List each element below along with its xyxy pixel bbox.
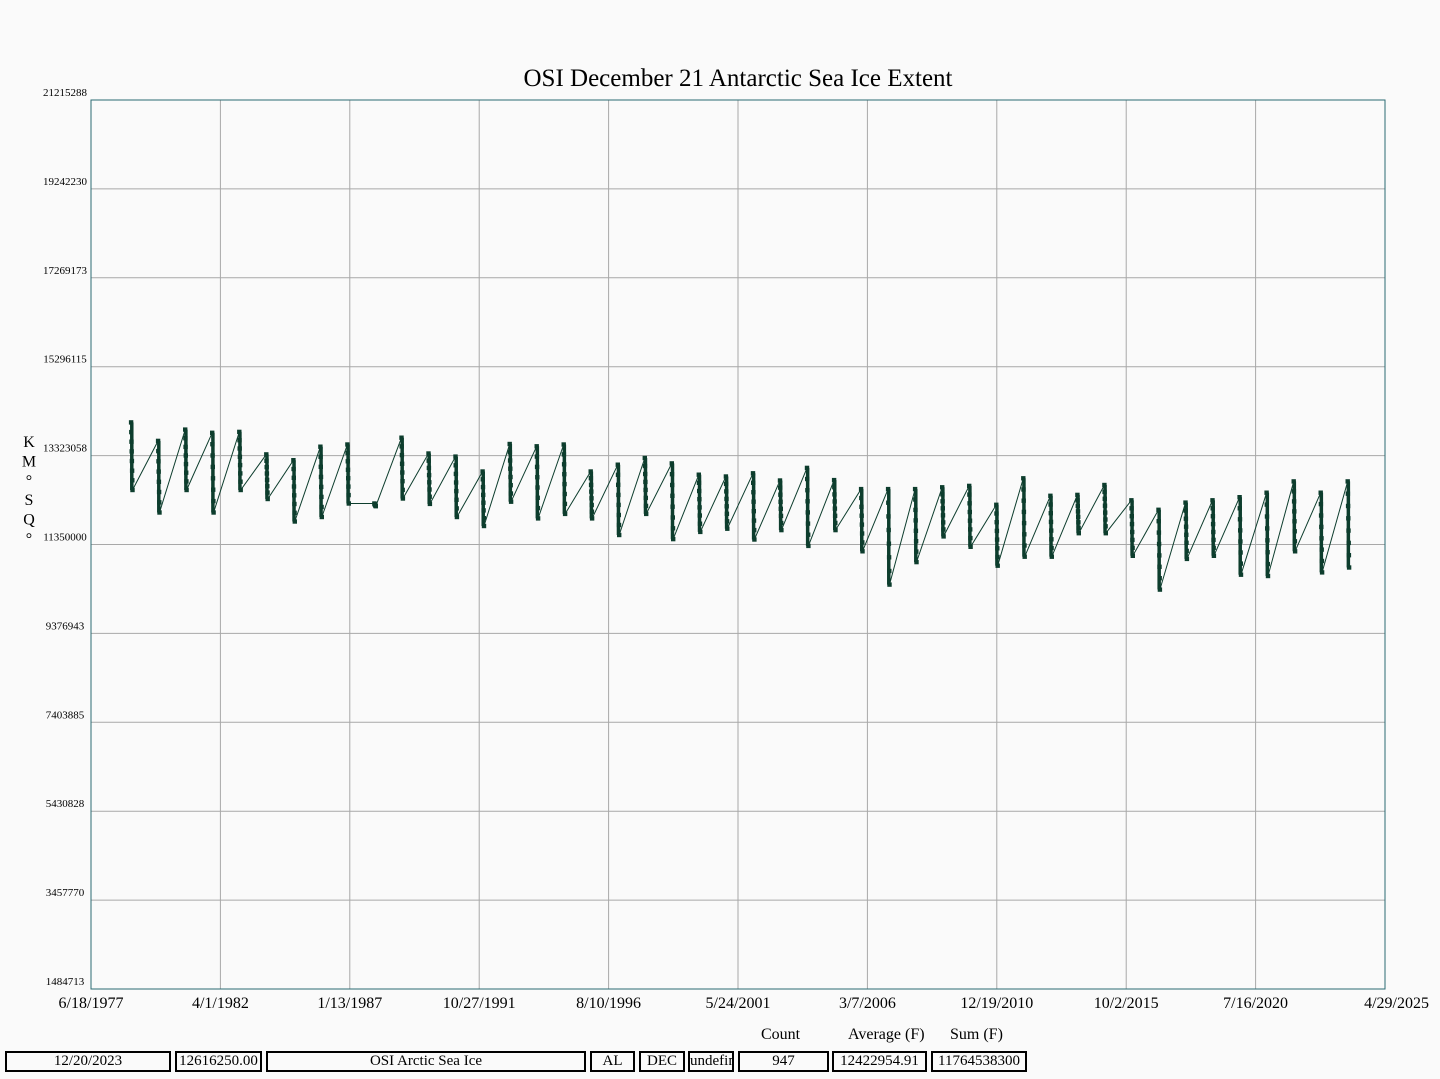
series-line <box>130 422 1350 590</box>
data-point <box>804 465 810 471</box>
data-point <box>671 536 676 542</box>
data-point <box>508 499 514 504</box>
data-point <box>507 441 512 447</box>
data-series <box>128 420 1352 592</box>
data-point <box>589 516 595 521</box>
data-point <box>833 527 838 533</box>
data-point <box>779 527 784 533</box>
data-point <box>346 501 351 506</box>
data-point <box>1210 498 1215 503</box>
data-point <box>941 534 946 539</box>
y-axis-label-char: ° <box>26 531 32 548</box>
data-point <box>588 469 593 474</box>
data-point <box>750 471 756 476</box>
month-field[interactable]: DEC <box>639 1051 685 1072</box>
data-point <box>238 487 243 493</box>
data-point <box>777 478 783 483</box>
x-tick-label: 12/19/2010 <box>960 995 1033 1012</box>
data-point <box>1075 492 1080 498</box>
data-point <box>698 529 703 535</box>
data-point <box>1238 572 1244 577</box>
data-point <box>480 469 485 474</box>
x-tick-label: 10/27/1991 <box>443 995 516 1012</box>
count-field: 947 <box>738 1051 829 1072</box>
y-tick-label: 11350000 <box>43 532 87 544</box>
y-axis-ticks: 21215288 19242230 17269173 15296115 13323058… <box>43 87 88 988</box>
data-point <box>265 496 270 502</box>
data-point <box>994 502 999 507</box>
data-point <box>1345 479 1350 484</box>
data-point <box>914 559 919 565</box>
data-point <box>1157 587 1163 592</box>
grid <box>91 100 1385 989</box>
chart-title: OSI December 21 Antarctic Sea Ice Extent <box>524 65 953 92</box>
x-axis-ticks: 6/18/1977 4/1/1982 1/13/1987 10/27/1991 8/10… <box>59 995 1429 1012</box>
y-tick-label: 7403885 <box>46 709 85 721</box>
data-point <box>967 483 972 489</box>
data-point <box>1022 554 1027 559</box>
data-point <box>1130 553 1135 558</box>
data-point <box>184 487 189 493</box>
extra-field[interactable]: undefined <box>688 1051 734 1072</box>
average-label: Average (F) <box>848 1026 925 1043</box>
plot-frame <box>90 99 1386 990</box>
data-point <box>291 458 296 463</box>
data-point <box>318 444 323 449</box>
y-tick-label: 13323058 <box>43 443 88 455</box>
data-point <box>399 435 404 440</box>
data-point <box>1346 565 1352 570</box>
y-tick-label: 3457770 <box>46 887 85 899</box>
data-point <box>1129 498 1134 503</box>
data-point <box>806 543 811 549</box>
count-label: Count <box>761 1026 801 1043</box>
y-tick-label: 9376943 <box>46 620 85 632</box>
y-axis-label-char: S <box>25 492 34 509</box>
data-point <box>995 563 1000 568</box>
y-tick-label: 21215288 <box>43 87 88 99</box>
y-tick-label: 17269173 <box>43 265 88 277</box>
data-point <box>562 511 568 517</box>
data-point <box>1292 549 1298 554</box>
data-point <box>535 516 541 521</box>
data-point <box>1156 507 1161 512</box>
value-field[interactable]: 12616250.00 <box>175 1051 262 1072</box>
y-axis-label: KM ° SQ ° <box>22 434 36 548</box>
sum-label: Sum (F) <box>950 1026 1003 1043</box>
dataset-field[interactable]: OSI Arctic Sea Ice <box>266 1051 586 1072</box>
x-tick-label: 4/1/1982 <box>192 995 249 1012</box>
data-point <box>1102 482 1107 488</box>
y-axis-label-char: Q <box>23 512 35 529</box>
data-point <box>968 544 973 549</box>
y-tick-label: 15296115 <box>43 354 87 366</box>
data-point <box>644 511 649 517</box>
sum-field: 11764538300 <box>931 1051 1027 1072</box>
region-field[interactable]: AL <box>590 1051 635 1072</box>
data-point <box>1291 479 1296 484</box>
x-tick-label: 3/7/2006 <box>839 995 896 1012</box>
data-point <box>1211 553 1217 558</box>
y-tick-label: 19242230 <box>43 176 88 188</box>
y-tick-label: 1484713 <box>46 976 85 988</box>
x-tick-label: 5/24/2001 <box>706 995 771 1012</box>
data-point <box>453 454 458 459</box>
average-field: 12422954.91 <box>832 1051 927 1072</box>
data-point <box>183 427 188 432</box>
data-point <box>860 549 865 554</box>
y-axis-label-char: M <box>22 453 36 470</box>
data-point <box>130 487 135 493</box>
x-tick-label: 10/2/2015 <box>1094 995 1159 1012</box>
data-point <box>1048 493 1053 498</box>
data-point <box>615 462 620 467</box>
x-tick-label: 4/29/2025 <box>1364 995 1429 1012</box>
y-axis-label-char: K <box>23 434 35 451</box>
date-field[interactable]: 12/20/2023 <box>5 1051 171 1072</box>
data-point <box>1049 554 1054 559</box>
x-tick-label: 8/10/1996 <box>576 995 641 1012</box>
x-tick-label: 6/18/1977 <box>59 995 124 1012</box>
y-axis-label-char: ° <box>26 473 32 490</box>
x-tick-label: 7/16/2020 <box>1223 995 1288 1012</box>
x-tick-label: 1/13/1987 <box>317 995 382 1012</box>
y-tick-label: 5430828 <box>46 798 85 810</box>
